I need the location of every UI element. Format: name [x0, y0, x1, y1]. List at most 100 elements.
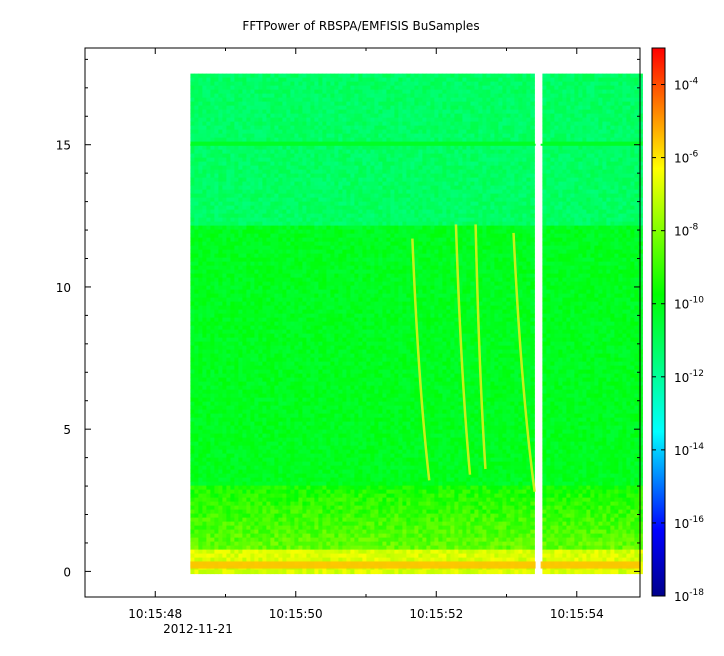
spectrogram-cell — [222, 513, 227, 519]
spectrogram-cell — [270, 381, 275, 387]
spectrogram-cell — [294, 377, 299, 383]
spectrogram-cell — [278, 129, 283, 135]
spectrogram-cell — [238, 149, 243, 155]
spectrogram-cell — [278, 381, 283, 387]
spectrogram-cell — [302, 477, 307, 483]
spectrogram-cell — [210, 137, 215, 143]
spectrogram-cell — [246, 493, 251, 499]
spectrogram-cell — [326, 517, 331, 523]
spectrogram-cell — [294, 365, 299, 371]
spectrogram-cell — [298, 353, 303, 359]
spectrogram-cell — [258, 485, 263, 491]
spectrogram-cell — [318, 221, 323, 227]
spectrogram-cell — [194, 237, 199, 243]
spectrogram-cell — [198, 325, 203, 331]
spectrogram-cell — [202, 249, 207, 255]
spectrogram-cell — [230, 405, 235, 411]
spectrogram-cell — [294, 401, 299, 407]
spectrogram-cell — [274, 501, 279, 507]
spectrogram-cell — [278, 125, 283, 131]
spectrogram-cell — [266, 437, 271, 443]
spectrogram-cell — [258, 241, 263, 247]
spectrogram-cell — [314, 101, 319, 107]
spectrogram-cell — [218, 441, 223, 447]
spectrogram-cell — [246, 409, 251, 415]
spectrogram-cell — [262, 169, 267, 175]
spectrogram-cell — [258, 357, 263, 363]
spectrogram-cell — [222, 233, 227, 239]
spectrogram-cell — [246, 293, 251, 299]
spectrogram-cell — [250, 425, 255, 431]
spectrogram-cell — [262, 501, 267, 507]
spectrogram-cell — [190, 185, 195, 191]
spectrogram-cell — [274, 137, 279, 143]
spectrogram-cell — [282, 337, 287, 343]
spectrogram-cell — [318, 461, 323, 467]
spectrogram-cell — [338, 533, 343, 539]
spectrogram-cell — [302, 349, 307, 355]
spectrogram-cell — [334, 133, 339, 139]
spectrogram-cell — [218, 401, 223, 407]
spectrogram-cell — [298, 169, 303, 175]
spectrogram-cell — [238, 417, 243, 423]
spectrogram-cell — [254, 533, 259, 539]
spectrogram-cell — [238, 221, 243, 227]
spectrogram-cell — [302, 237, 307, 243]
spectrogram-cell — [230, 313, 235, 319]
spectrogram-cell — [278, 113, 283, 119]
spectrogram-cell — [190, 541, 195, 547]
spectrogram-cell — [258, 177, 263, 183]
spectrogram-cell — [198, 429, 203, 435]
spectrogram-cell — [270, 365, 275, 371]
spectrogram-cell — [230, 217, 235, 223]
spectrogram-cell — [210, 469, 215, 475]
spectrogram-cell — [274, 85, 279, 91]
spectrogram-cell — [202, 181, 207, 187]
spectrogram-cell — [218, 217, 223, 223]
spectrogram-cell — [238, 425, 243, 431]
spectrogram-cell — [230, 425, 235, 431]
spectrogram-cell — [310, 489, 315, 495]
spectrogram-cell — [262, 525, 267, 531]
spectrogram-cell — [214, 557, 219, 563]
spectrogram-cell — [294, 545, 299, 551]
spectrogram-cell — [202, 285, 207, 291]
spectrogram-cell — [270, 201, 275, 207]
spectrogram-cell — [210, 329, 215, 335]
spectrogram-cell — [258, 81, 263, 87]
spectrogram-cell — [270, 173, 275, 179]
spectrogram-cell — [254, 453, 259, 459]
spectrogram-cell — [222, 133, 227, 139]
spectrogram-cell — [198, 121, 203, 127]
spectrogram-cell — [262, 181, 267, 187]
spectrogram-cell — [242, 277, 247, 283]
spectrogram-cell — [302, 305, 307, 311]
spectrogram-cell — [206, 289, 211, 295]
spectrogram-cell — [306, 77, 311, 83]
spectrogram-cell — [206, 221, 211, 227]
spectrogram-cell — [250, 237, 255, 243]
spectrogram-cell — [286, 137, 291, 143]
spectrogram-cell — [222, 137, 227, 143]
spectrogram-cell — [218, 277, 223, 283]
spectrogram-cell — [242, 133, 247, 139]
spectrogram-cell — [266, 477, 271, 483]
spectrogram-cell — [310, 445, 315, 451]
spectrogram-cell — [202, 545, 207, 551]
spectrogram-cell — [258, 517, 263, 523]
spectrogram-cell — [330, 505, 335, 511]
spectrogram-cell — [330, 389, 335, 395]
spectrogram-cell — [274, 105, 279, 111]
spectrogram-cell — [214, 449, 219, 455]
spectrogram-cell — [242, 121, 247, 127]
spectrogram-cell — [302, 317, 307, 323]
spectrogram-cell — [202, 509, 207, 515]
spectrogram-cell — [218, 265, 223, 271]
spectrogram-cell — [230, 245, 235, 251]
spectrogram-cell — [278, 265, 283, 271]
spectrogram-cell — [322, 437, 327, 443]
spectrogram-cell — [266, 293, 271, 299]
spectrogram-cell — [286, 97, 291, 103]
spectrogram-cell — [346, 169, 351, 175]
spectrogram-cell — [230, 77, 235, 83]
